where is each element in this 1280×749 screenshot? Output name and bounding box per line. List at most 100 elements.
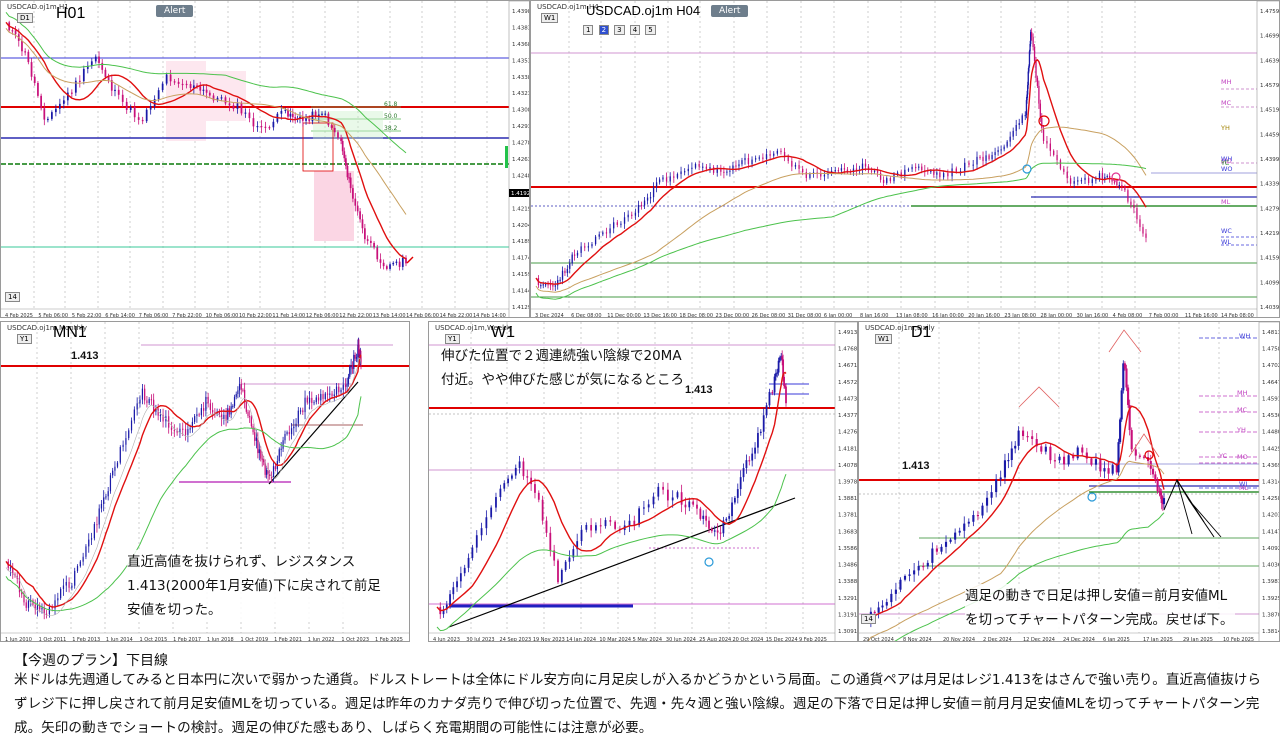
candle-body	[257, 437, 259, 454]
candle-body	[614, 521, 617, 529]
candle-body	[616, 222, 618, 225]
candle-body	[376, 247, 379, 260]
swing-low-circle	[1087, 492, 1097, 502]
candle-body	[36, 605, 39, 610]
h04-page-tab-5[interactable]: 5	[645, 25, 656, 35]
pattern-peak-marker	[1108, 329, 1142, 353]
candle-body	[258, 449, 260, 454]
candle-body	[214, 412, 216, 414]
candle-body	[363, 228, 366, 240]
candle-body	[940, 546, 943, 552]
candle-body	[708, 520, 710, 529]
candle-body	[338, 386, 340, 393]
price-tick-label: 1.42762	[838, 430, 858, 436]
h01-alert-button[interactable]: Alert	[156, 5, 194, 17]
time-tick-label: 4 Jun 2023	[433, 637, 460, 642]
candle-body	[553, 550, 556, 561]
candle-body	[949, 539, 952, 542]
price-tick-label: 1.43387	[512, 75, 530, 81]
time-tick-label: 5 Feb 06:00	[38, 313, 68, 318]
candle-body	[205, 89, 208, 93]
time-tick-label: 4 Feb 08:00	[1113, 313, 1143, 318]
candle-body	[911, 166, 913, 170]
candle-body	[545, 520, 548, 533]
candle-body	[867, 166, 870, 171]
price-tick-label: 1.45195	[1260, 108, 1280, 114]
time-tick-label: 26 Dec 08:00	[752, 313, 786, 318]
mn1-chart-panel[interactable]: 1 Jun 2010 1 Oct 2011 1 Feb 2013 1 Jun 2014…	[0, 321, 410, 642]
candle-body	[23, 594, 25, 603]
h01-chart-panel[interactable]: 61.8 50.0 38.2 1.43987 1.43837 1.43687 1.43537…	[0, 0, 530, 318]
candle-body	[261, 458, 263, 460]
h04-page-tab-1[interactable]: 1	[583, 25, 594, 35]
h04-page-tab-3[interactable]: 3	[614, 25, 625, 35]
candle-body	[676, 174, 679, 178]
h04-page-tab-4[interactable]: 4	[629, 25, 641, 35]
w1-timeframe-chip[interactable]: Y1	[445, 334, 460, 344]
h01-timeframe-chip[interactable]: D1	[17, 13, 33, 23]
h01-chart-canvas[interactable]: 61.8 50.0 38.2 1.43987 1.43837 1.43687 1.43537…	[1, 1, 530, 318]
candle-body	[43, 607, 45, 614]
candle-body	[401, 257, 404, 267]
candle-body	[716, 168, 718, 173]
candle-body	[560, 570, 563, 583]
h04-alert-button[interactable]: Alert	[711, 5, 749, 17]
candle-body	[71, 585, 73, 588]
mn1-timeframe-chip[interactable]: Y1	[17, 334, 32, 344]
time-tick-label: 1 Jun 2014	[106, 637, 133, 642]
candle-body	[322, 393, 324, 399]
candle-body	[564, 561, 567, 571]
candle-body	[48, 607, 51, 615]
price-tick-label: 1.38812	[838, 496, 858, 502]
price-tick-label: 1.42042	[512, 223, 530, 229]
candle-body	[705, 515, 708, 521]
level-tag: MO	[1221, 157, 1232, 165]
candle-body	[1053, 150, 1055, 155]
candle-body	[779, 357, 781, 361]
candle-body	[144, 388, 146, 401]
d1-timeframe-chip[interactable]: W1	[875, 334, 893, 344]
candle-body	[1021, 115, 1023, 124]
mn1-chart-canvas[interactable]: 1 Jun 2010 1 Oct 2011 1 Feb 2013 1 Jun 2014…	[1, 322, 410, 642]
candle-body	[324, 113, 327, 115]
candle-body	[572, 549, 575, 558]
moving-average-line	[5, 21, 407, 260]
candle-body	[78, 80, 81, 82]
h04-page-tab-2[interactable]: 2	[598, 25, 610, 35]
candle-body	[768, 391, 771, 406]
moving-average-line	[535, 59, 1147, 285]
candle-body	[922, 565, 925, 568]
time-tick-label: 1 Feb 2013	[72, 637, 100, 642]
time-tick-label: 11 Feb 16:00	[1185, 313, 1218, 318]
candle-body	[981, 505, 984, 516]
candle-body	[149, 106, 152, 110]
price-tick-label: 1.45915	[1262, 396, 1280, 402]
candle-body	[272, 466, 275, 478]
swing-high-circle	[1038, 115, 1050, 127]
h04-timeframe-chip[interactable]: W1	[541, 13, 559, 23]
w1-chart-panel[interactable]: 1.49130 1.47687 1.46712 1.45727 1.44737 1.437…	[428, 321, 858, 642]
candle-body	[62, 585, 65, 589]
time-tick-label: 1 Feb 2021	[274, 637, 302, 642]
time-tick-label: 7 Feb 06:00	[139, 313, 169, 318]
candle-body	[76, 566, 79, 571]
candle-body	[988, 155, 990, 160]
w1-chart-canvas[interactable]: 1.49130 1.47687 1.46712 1.45727 1.44737 1.437…	[429, 322, 858, 642]
price-axis	[1256, 1, 1279, 317]
candle-body	[34, 604, 36, 610]
candle-body	[227, 408, 229, 420]
candle-body	[1154, 474, 1157, 481]
price-tick-label: 1.46470	[1262, 380, 1280, 386]
candle-body	[1119, 419, 1122, 443]
candle-body	[1049, 446, 1052, 461]
candle-body	[564, 270, 566, 274]
candle-body	[357, 344, 359, 358]
level-tag: MC	[1237, 406, 1248, 414]
candle-body	[738, 164, 740, 167]
candle-body	[759, 431, 762, 433]
candle-body	[233, 396, 236, 406]
